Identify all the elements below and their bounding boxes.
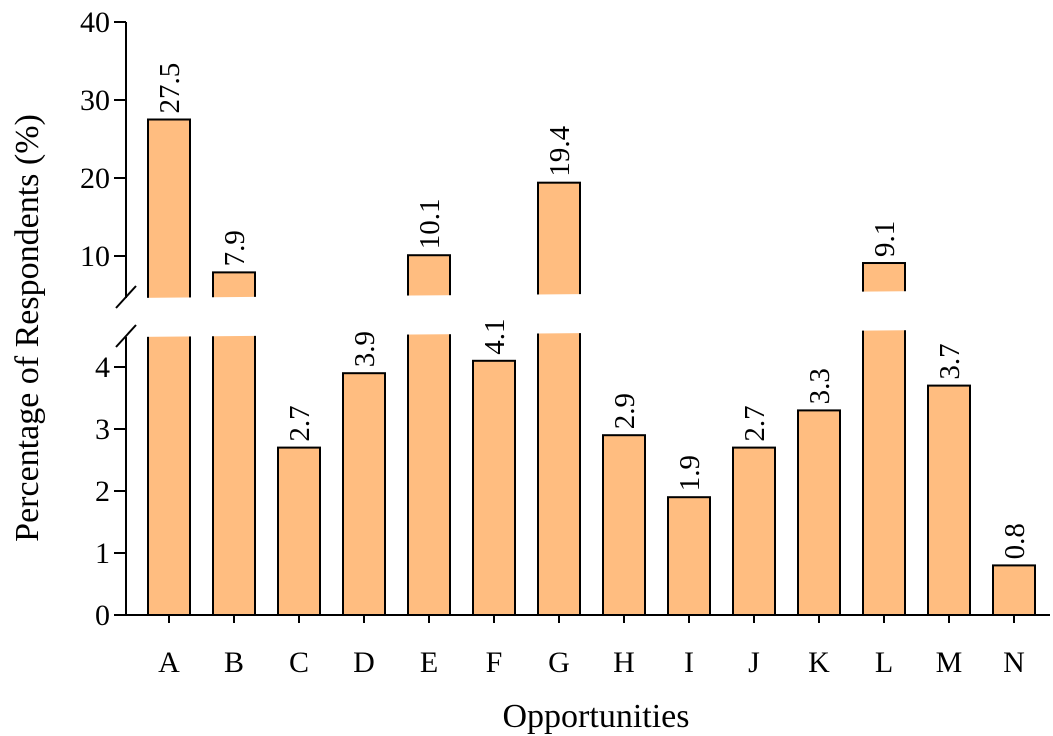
value-label-h: 2.9 <box>609 393 641 429</box>
y-axis-title: Percentage of Respondents (%) <box>9 114 46 542</box>
axes-group <box>114 21 1050 623</box>
value-label-a: 27.5 <box>154 63 186 114</box>
x-tick-label-a: A <box>158 646 180 679</box>
y-tick-label-2: 2 <box>95 475 110 508</box>
axis-break-mark-upper <box>115 285 137 309</box>
value-label-j: 2.7 <box>739 405 771 441</box>
bar-h <box>602 434 646 617</box>
value-label-b: 7.9 <box>219 230 251 266</box>
value-label-l: 9.1 <box>869 221 901 257</box>
y-tick-label-4: 4 <box>95 351 110 384</box>
value-label-f: 4.1 <box>479 319 511 355</box>
value-label-e: 10.1 <box>414 198 446 249</box>
x-tick-label-f: F <box>486 646 503 679</box>
value-label-k: 3.3 <box>804 368 836 404</box>
x-tick-label-e: E <box>420 646 438 679</box>
x-tick-label-n: N <box>1003 646 1025 679</box>
labels-group: 27.5 A 7.9 B 2.7 C 3.9 D 10.1 E 4.1 F 19.4 G 2.9 H 1.9 I 2… <box>80 6 1031 679</box>
x-tick-label-h: H <box>613 646 635 679</box>
axis-break-gap <box>128 290 1050 337</box>
x-tick-label-g: G <box>548 646 570 679</box>
value-label-d: 3.9 <box>349 331 381 367</box>
y-tick-label-1: 1 <box>95 537 110 570</box>
y-tick-label-3: 3 <box>95 413 110 446</box>
bars-group <box>128 118 1050 617</box>
value-label-n: 0.8 <box>999 523 1031 559</box>
x-tick-label-c: C <box>289 646 309 679</box>
y-tick-label-20: 20 <box>80 162 110 195</box>
value-label-i: 1.9 <box>674 455 706 491</box>
x-axis-title: Opportunities <box>503 698 690 735</box>
x-tick-label-d: D <box>353 646 375 679</box>
x-tick-label-m: M <box>936 646 963 679</box>
bar-m <box>927 384 971 616</box>
x-tick-label-i: I <box>684 646 694 679</box>
bar-i <box>667 496 711 617</box>
bar-k <box>797 409 841 616</box>
x-tick-label-k: K <box>808 646 830 679</box>
bar-d <box>342 372 386 617</box>
bar-j <box>732 446 776 616</box>
value-label-c: 2.7 <box>284 405 316 441</box>
bar-c <box>277 446 321 616</box>
y-tick-label-30: 30 <box>80 84 110 117</box>
bar-f <box>472 359 516 616</box>
value-label-g: 19.4 <box>544 125 576 176</box>
bar-a <box>147 118 191 616</box>
x-tick-label-b: B <box>224 646 244 679</box>
value-label-m: 3.7 <box>934 343 966 379</box>
x-tick-label-l: L <box>875 646 893 679</box>
y-tick-label-0: 0 <box>95 599 110 632</box>
axis-break-mark-lower <box>115 324 137 348</box>
y-tick-label-10: 10 <box>80 240 110 273</box>
y-tick-label-40: 40 <box>80 6 110 39</box>
bar-g <box>537 181 581 616</box>
bar-n <box>992 564 1036 617</box>
x-tick-label-j: J <box>748 646 760 679</box>
